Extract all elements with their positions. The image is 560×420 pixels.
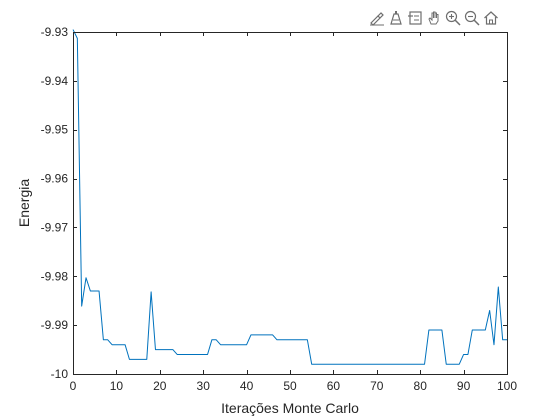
- brush-tool-button[interactable]: [368, 9, 385, 27]
- brush-icon: [369, 10, 385, 26]
- x-tick-label: 100: [497, 379, 517, 393]
- axes-frame: [74, 33, 508, 375]
- home-icon: [483, 10, 499, 26]
- labels-layer: 0 10 20 30 40 50 60 70 80 90 100 -10 -9.99 -9.98 -9.97…: [41, 25, 518, 393]
- axes-toolbar: [368, 9, 499, 29]
- ticks-layer: [73, 32, 508, 375]
- y-tick-label: -9.96: [41, 172, 69, 186]
- x-tick-label: 60: [327, 379, 341, 393]
- data-tips-tool-button[interactable]: [387, 9, 404, 27]
- x-tick-label: 0: [70, 379, 77, 393]
- zoom-in-tool-button[interactable]: [444, 9, 461, 27]
- x-tick-label: 70: [370, 379, 384, 393]
- x-tick-label: 20: [153, 379, 167, 393]
- home-tool-button[interactable]: [482, 9, 499, 27]
- x-tick-label: 40: [240, 379, 254, 393]
- legend-icon: [407, 10, 423, 26]
- x-tick-label: 90: [457, 379, 471, 393]
- zoom-out-icon: [464, 10, 480, 26]
- y-tick-label: -9.94: [41, 74, 69, 88]
- x-tick-label: 30: [197, 379, 211, 393]
- x-tick-label: 80: [414, 379, 428, 393]
- y-tick-label: -9.99: [41, 318, 69, 332]
- data-tips-icon: [388, 10, 404, 26]
- x-tick-label: 10: [110, 379, 124, 393]
- y-tick-label: -9.97: [41, 220, 69, 234]
- series-line: [73, 30, 507, 365]
- pan-tool-button[interactable]: [425, 9, 442, 27]
- plot-layer: [73, 30, 507, 365]
- legend-tool-button[interactable]: [406, 9, 423, 27]
- x-tick-label: 50: [283, 379, 297, 393]
- y-axis-label: Energia: [16, 179, 32, 227]
- y-tick-label: -9.93: [41, 25, 69, 39]
- zoom-in-icon: [445, 10, 461, 26]
- x-axis-label: Iterações Monte Carlo: [221, 400, 359, 416]
- zoom-out-tool-button[interactable]: [463, 9, 480, 27]
- axes-box: [74, 33, 508, 375]
- y-tick-label: -9.98: [41, 269, 69, 283]
- pan-hand-icon: [426, 10, 442, 26]
- y-tick-label: -9.95: [41, 123, 69, 137]
- y-tick-label: -10: [51, 367, 69, 381]
